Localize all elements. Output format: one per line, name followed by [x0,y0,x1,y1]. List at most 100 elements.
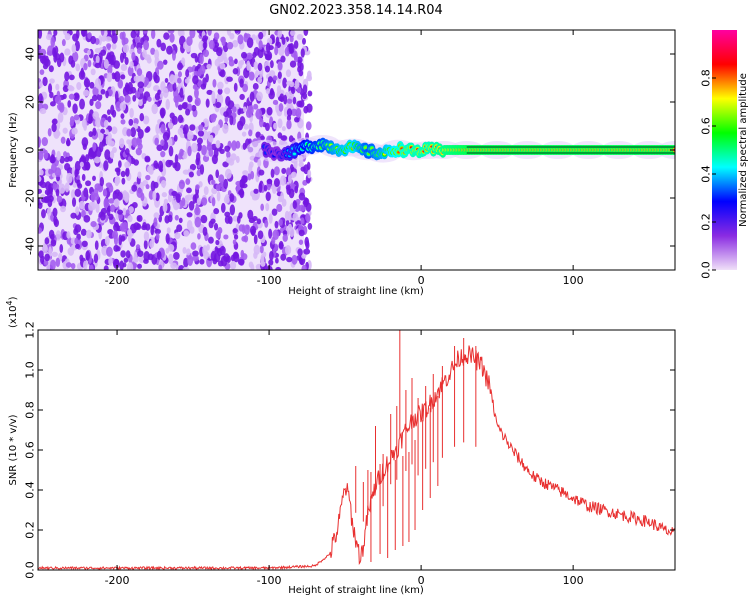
noise-blob [48,83,53,94]
noise-blob [68,74,75,81]
noise-blob [89,264,94,270]
noise-blob [64,33,71,41]
noise-blob [257,158,262,168]
noise-blob [264,219,269,228]
snr-plot-area [38,330,675,570]
noise-blob [67,155,73,162]
noise-blob [133,75,138,82]
noise-blob [157,60,164,70]
noise-blob [166,227,171,234]
noise-blob [85,250,91,261]
noise-blob [177,71,182,78]
noise-blob [300,217,305,225]
noise-blob [76,82,82,90]
noise-blob [104,236,110,246]
noise-blob [164,77,169,84]
noise-blob [224,87,231,95]
noise-blob [111,30,116,37]
noise-blob [38,188,43,194]
noise-blob [66,172,73,184]
noise-blob [38,93,43,104]
noise-blob [286,108,293,117]
noise-blob [150,224,155,236]
noise-blob [261,107,266,115]
noise-blob [137,81,145,89]
noise-blob [104,36,112,42]
noise-blob [239,178,246,189]
noise-blob [216,47,223,57]
noise-blob [242,83,249,93]
noise-blob [232,106,237,113]
noise-blob [197,233,201,240]
noise-blob [44,253,50,262]
noise-blob [237,258,245,266]
noise-blob [251,34,257,41]
noise-blob [246,60,251,71]
noise-blob [259,245,264,254]
noise-blob [302,84,308,94]
noise-blob [98,132,104,142]
noise-blob [223,234,229,240]
noise-blob [265,88,271,95]
noise-blob [202,41,208,50]
noise-blob [55,83,60,91]
noise-blob [121,221,129,233]
noise-blob [104,129,109,135]
noise-blob [38,136,41,148]
noise-blob [139,112,145,122]
noise-blob [298,204,306,212]
noise-blob [199,258,205,265]
noise-blob [91,94,98,102]
noise-blob [202,226,208,237]
noise-blob [156,144,164,152]
spectrogram-y-tick-label: 40 [24,47,37,61]
noise-blob [135,244,141,250]
noise-blob [220,202,226,213]
noise-blob [224,215,231,224]
spectrogram-x-tick-label: 0 [418,274,425,287]
noise-blob [47,127,52,137]
noise-blob [145,184,150,190]
noise-blob [38,30,43,39]
noise-blob [160,123,166,134]
noise-blob [58,102,65,113]
noise-blob [213,223,219,231]
noise-blob [215,124,221,131]
snr-y-tick-label: 0.4 [24,481,37,499]
noise-blob [243,32,248,43]
noise-blob [182,127,187,135]
noise-blob [274,45,279,56]
noise-blob [208,134,214,143]
noise-blob [182,247,187,254]
noise-blob [205,98,210,108]
noise-blob [124,84,131,92]
noise-blob [49,155,56,164]
noise-blob [83,260,88,270]
noise-blob [70,60,76,68]
noise-blob [192,194,197,204]
noise-blob [275,266,282,270]
noise-blob [219,69,226,78]
noise-blob [95,117,102,128]
noise-blob [189,30,196,39]
noise-blob [126,139,131,145]
noise-blob [114,90,119,102]
noise-blob [137,263,142,269]
noise-blob [83,78,91,88]
noise-blob [100,35,107,42]
noise-blob [130,127,137,138]
noise-blob [215,183,221,192]
noise-blob [185,178,191,185]
spectrogram-x-tick-label: 100 [563,274,584,287]
noise-blob [107,115,112,123]
noise-blob [297,86,302,94]
noise-blob [202,49,210,58]
noise-blob [275,257,279,264]
noise-blob [211,91,216,102]
noise-blob [87,32,92,39]
noise-blob [223,178,229,190]
snr-y-tick-label: 0.6 [24,441,37,459]
noise-blob [220,36,226,43]
noise-blob [217,226,223,235]
